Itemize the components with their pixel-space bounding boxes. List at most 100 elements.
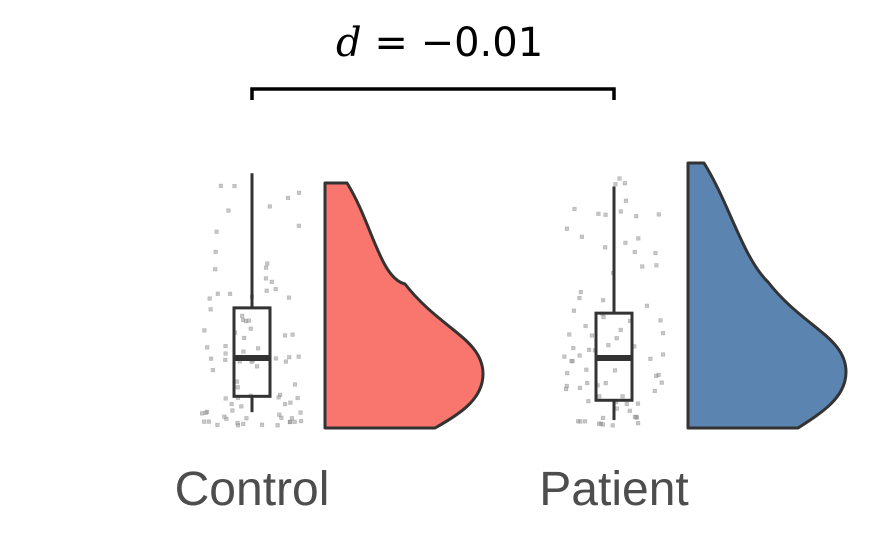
data-point <box>207 296 212 301</box>
data-point <box>658 318 663 323</box>
data-point <box>600 422 605 427</box>
data-point <box>223 396 228 401</box>
data-point <box>288 419 293 425</box>
data-point <box>296 190 302 195</box>
data-point <box>263 265 269 270</box>
data-point <box>213 267 218 272</box>
box-iqr <box>232 306 272 398</box>
data-point <box>603 245 608 250</box>
data-point <box>618 327 623 332</box>
data-point <box>617 176 622 181</box>
boxplots <box>232 173 634 421</box>
bracket-line <box>250 87 616 100</box>
data-point <box>208 356 214 361</box>
data-point <box>584 367 589 372</box>
data-point <box>235 420 240 426</box>
data-point <box>654 373 659 379</box>
data-point <box>597 394 602 399</box>
data-point <box>223 344 228 349</box>
data-point <box>241 349 246 354</box>
data-point <box>218 183 224 188</box>
data-point <box>199 411 205 416</box>
data-point <box>578 289 583 295</box>
data-point <box>273 286 278 292</box>
data-point <box>648 356 653 361</box>
data-point <box>571 345 576 351</box>
data-point <box>202 419 207 424</box>
data-point <box>562 354 567 359</box>
data-point <box>577 385 583 390</box>
data-point <box>241 421 246 426</box>
data-point <box>564 383 569 389</box>
data-point <box>577 295 582 301</box>
data-point <box>288 400 293 405</box>
data-point <box>656 212 661 217</box>
data-point <box>203 410 208 415</box>
data-point <box>606 343 611 348</box>
data-point <box>239 404 244 409</box>
data-point <box>264 288 269 293</box>
data-point <box>292 419 297 424</box>
data-point <box>240 313 245 318</box>
data-point <box>624 402 629 407</box>
data-point <box>614 406 619 411</box>
data-point <box>224 416 229 421</box>
data-point <box>613 182 618 187</box>
data-point <box>255 346 261 351</box>
data-point <box>644 303 650 308</box>
data-point <box>576 419 581 424</box>
data-point <box>654 263 659 268</box>
data-point <box>610 423 615 428</box>
data-point <box>289 416 294 421</box>
data-point <box>640 264 645 269</box>
data-point <box>213 249 218 254</box>
data-point <box>208 307 213 312</box>
effect-size-annotation: d = −0.01 <box>336 20 543 66</box>
data-point <box>627 408 632 413</box>
data-point <box>586 399 591 404</box>
data-point <box>597 421 602 426</box>
data-point <box>571 308 577 313</box>
data-point <box>572 206 577 212</box>
data-point <box>653 250 658 256</box>
data-point <box>282 333 288 338</box>
data-point <box>286 295 292 300</box>
data-point <box>567 332 572 337</box>
data-point <box>600 415 606 421</box>
data-point <box>215 422 220 427</box>
data-point <box>282 402 288 407</box>
data-point <box>267 204 272 209</box>
data-point <box>276 395 281 400</box>
comparison-bracket <box>250 87 616 100</box>
equals-sign: = <box>361 20 421 66</box>
data-point <box>623 240 628 245</box>
data-point <box>235 385 240 390</box>
data-point <box>601 298 606 303</box>
data-point <box>287 355 292 360</box>
data-point <box>612 368 618 373</box>
data-point <box>275 423 280 428</box>
data-point <box>635 401 641 406</box>
data-point <box>263 276 269 281</box>
data-point <box>244 416 249 421</box>
data-point <box>292 382 298 387</box>
data-point <box>660 352 666 357</box>
data-point <box>227 291 233 296</box>
half-violin-patient <box>686 161 848 430</box>
data-point <box>265 261 270 266</box>
category-label-patient: Patient <box>539 463 689 516</box>
data-point <box>230 408 235 413</box>
data-point <box>586 347 592 352</box>
data-point <box>577 353 582 358</box>
effect-size-value: −0.01 <box>420 20 544 66</box>
data-point <box>232 183 237 189</box>
data-point <box>636 421 641 426</box>
data-point <box>296 223 301 228</box>
data-point <box>229 401 234 407</box>
data-point <box>283 359 288 364</box>
data-point <box>585 380 590 386</box>
data-point <box>660 331 666 336</box>
data-point <box>570 358 575 364</box>
data-point <box>618 209 623 214</box>
